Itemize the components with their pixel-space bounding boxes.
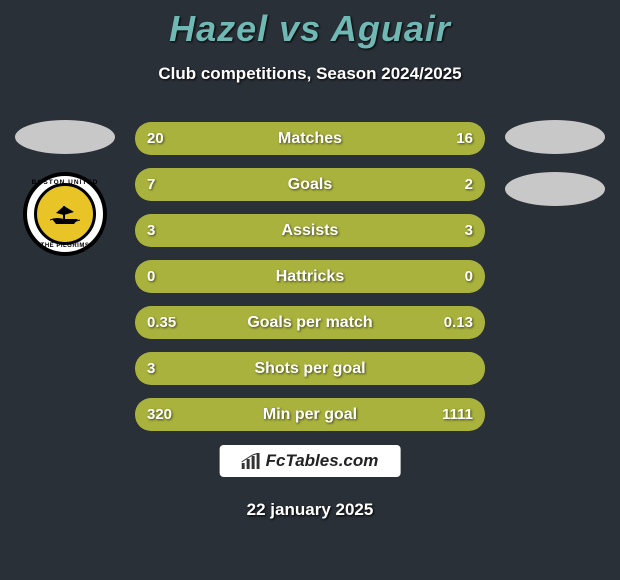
stat-right-value: 2 xyxy=(465,176,473,193)
stat-left-value: 3 xyxy=(147,222,155,239)
stat-label: Goals per match xyxy=(247,314,372,332)
stat-left-value: 7 xyxy=(147,176,155,193)
stat-left-value: 3 xyxy=(147,360,155,377)
stat-label: Shots per goal xyxy=(254,360,365,378)
stat-right-value: 3 xyxy=(465,222,473,239)
stat-fill-right xyxy=(408,168,485,201)
stat-row: 320 Min per goal 1111 xyxy=(135,398,485,431)
ship-icon xyxy=(50,203,80,225)
stat-row: 3 Assists 3 xyxy=(135,214,485,247)
stat-label: Matches xyxy=(278,130,342,148)
stats-container: 20 Matches 16 7 Goals 2 3 Assists 3 0 Hattricks 0 0.… xyxy=(135,122,485,431)
stat-row: 20 Matches 16 xyxy=(135,122,485,155)
stat-row: 0.35 Goals per match 0.13 xyxy=(135,306,485,339)
stat-label: Min per goal xyxy=(263,406,357,424)
club-crest-placeholder-right xyxy=(505,172,605,206)
brand-label: FcTables.com xyxy=(266,451,379,471)
stat-row: 3 Shots per goal xyxy=(135,352,485,385)
player-photo-placeholder-left xyxy=(15,120,115,154)
stat-right-value: 16 xyxy=(456,130,473,147)
left-player-column: BOSTON UNITED THE PILGRIMS xyxy=(10,120,120,256)
stat-right-value: 0.13 xyxy=(444,314,473,331)
stat-left-value: 0 xyxy=(147,268,155,285)
brand-badge[interactable]: FcTables.com xyxy=(220,445,401,477)
stat-row: 0 Hattricks 0 xyxy=(135,260,485,293)
stat-label: Hattricks xyxy=(276,268,344,286)
stat-row: 7 Goals 2 xyxy=(135,168,485,201)
player-photo-placeholder-right xyxy=(505,120,605,154)
stat-label: Goals xyxy=(288,176,332,194)
club-crest-left: BOSTON UNITED THE PILGRIMS xyxy=(23,172,107,256)
stat-right-value: 0 xyxy=(465,268,473,285)
page-title: Hazel vs Aguair xyxy=(0,0,620,50)
footer-date: 22 january 2025 xyxy=(0,500,620,520)
page-subtitle: Club competitions, Season 2024/2025 xyxy=(0,64,620,84)
stat-left-value: 20 xyxy=(147,130,164,147)
stat-left-value: 320 xyxy=(147,406,172,423)
stat-left-value: 0.35 xyxy=(147,314,176,331)
bar-chart-icon xyxy=(242,453,260,469)
stat-fill-left xyxy=(135,168,408,201)
stat-right-value: 1111 xyxy=(442,406,473,423)
right-player-column xyxy=(500,120,610,224)
crest-inner xyxy=(34,183,96,245)
stat-label: Assists xyxy=(282,222,339,240)
crest-text-bottom: THE PILGRIMS xyxy=(27,243,103,249)
